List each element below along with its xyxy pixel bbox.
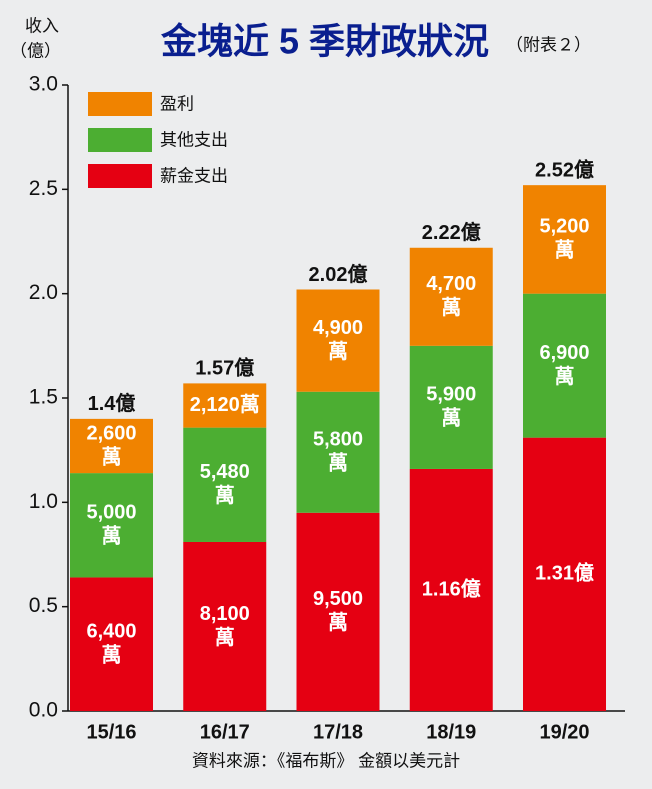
legend-label: 盈利 bbox=[160, 94, 194, 113]
data-label: 萬 bbox=[441, 407, 461, 430]
y-tick-label: 0.5 bbox=[29, 594, 58, 617]
x-tick-label: 19/20 bbox=[539, 721, 589, 743]
data-label: 5,200 bbox=[539, 216, 589, 238]
data-label: 萬 bbox=[328, 452, 348, 475]
bar-segment bbox=[523, 293, 606, 438]
total-label: 2.52億 bbox=[535, 157, 594, 181]
data-label: 8,100 bbox=[200, 603, 250, 625]
data-label: 5,900 bbox=[426, 384, 476, 406]
source-note: 資料來源：《福布斯》 金額以美元計 bbox=[192, 751, 460, 770]
data-label: 2,120萬 bbox=[190, 393, 260, 416]
y-tick-label: 1.0 bbox=[29, 490, 58, 513]
data-label: 萬 bbox=[215, 484, 235, 507]
data-label: 5,480 bbox=[200, 461, 250, 483]
y-axis-label: （億） bbox=[10, 41, 61, 60]
data-label: 萬 bbox=[215, 626, 235, 649]
bar-segment bbox=[409, 468, 493, 711]
data-label: 5,800 bbox=[313, 429, 363, 451]
data-label: 萬 bbox=[441, 296, 461, 319]
data-label: 6,900 bbox=[539, 342, 589, 364]
bar-segment bbox=[523, 437, 606, 711]
bar-segment bbox=[183, 383, 267, 428]
y-tick-label: 2.5 bbox=[29, 177, 58, 200]
bar-segment bbox=[183, 427, 267, 542]
y-tick-label: 1.5 bbox=[29, 386, 58, 409]
data-label: 萬 bbox=[102, 525, 122, 548]
bar-segment bbox=[183, 541, 267, 711]
legend-swatch bbox=[88, 164, 152, 188]
legend-swatch bbox=[88, 92, 152, 116]
bar-segment bbox=[296, 289, 380, 392]
bar-segment bbox=[70, 577, 153, 711]
x-tick-label: 18/19 bbox=[426, 721, 476, 743]
y-tick-label: 3.0 bbox=[29, 73, 58, 96]
bar-segment bbox=[70, 473, 153, 578]
data-label: 萬 bbox=[102, 445, 122, 468]
data-label: 1.31億 bbox=[535, 561, 594, 585]
total-label: 2.02億 bbox=[309, 262, 368, 286]
bar-segment bbox=[523, 185, 606, 294]
bar-segment bbox=[70, 418, 153, 474]
data-label: 1.16億 bbox=[422, 576, 481, 600]
data-label: 萬 bbox=[555, 365, 575, 388]
data-label: 4,700 bbox=[426, 273, 476, 295]
y-tick-label: 2.0 bbox=[29, 281, 58, 304]
data-label: 9,500 bbox=[313, 588, 363, 610]
legend-label: 其他支出 bbox=[160, 130, 228, 149]
bar-segment bbox=[409, 247, 493, 346]
data-label: 5,000 bbox=[86, 502, 136, 524]
data-label: 萬 bbox=[102, 644, 122, 667]
bar-segment bbox=[409, 345, 493, 469]
data-label: 6,400 bbox=[86, 621, 136, 643]
total-label: 1.57億 bbox=[195, 356, 254, 380]
total-label: 2.22億 bbox=[422, 220, 481, 244]
data-label: 4,900 bbox=[313, 317, 363, 339]
x-tick-label: 17/18 bbox=[313, 721, 363, 743]
x-tick-label: 16/17 bbox=[200, 721, 250, 743]
chart-title: 金塊近 5 季財政狀況 bbox=[160, 21, 489, 62]
y-axis-label: 收入 bbox=[25, 16, 59, 35]
data-label: 2,600 bbox=[86, 422, 136, 444]
data-label: 萬 bbox=[555, 239, 575, 262]
legend-label: 薪金支出 bbox=[160, 166, 228, 185]
chart-subtitle: （附表２） bbox=[506, 35, 591, 54]
x-tick-label: 15/16 bbox=[86, 721, 136, 743]
legend-swatch bbox=[88, 128, 152, 152]
bar-segment bbox=[296, 512, 380, 711]
bar-segment bbox=[296, 391, 380, 513]
data-label: 萬 bbox=[328, 611, 348, 634]
data-label: 萬 bbox=[328, 340, 348, 363]
total-label: 1.4億 bbox=[88, 391, 136, 415]
y-tick-label: 0.0 bbox=[29, 699, 58, 722]
